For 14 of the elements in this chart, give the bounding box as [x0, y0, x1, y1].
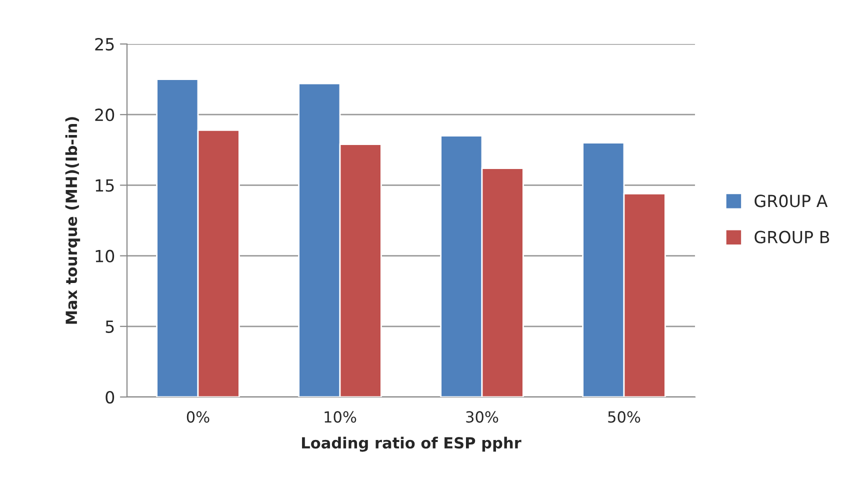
- x-tick-label: 30%: [466, 411, 498, 423]
- y-tick-label: 20: [95, 108, 114, 122]
- y-tick-label: 10: [96, 250, 114, 262]
- y-tick-label: 25: [95, 38, 114, 51]
- x-axis-title: Loading ratio of ESP pphr: [302, 436, 522, 452]
- x-tick-label: 0%: [186, 411, 210, 423]
- legend-label: GROUP B: [754, 230, 830, 244]
- x-tick-label: 10%: [324, 411, 356, 423]
- y-tick-label: 0: [106, 390, 114, 404]
- y-tick-label: 15: [96, 179, 114, 192]
- x-tick-label: 50%: [608, 411, 640, 423]
- y-axis-title: Max tourque (MH)(Ib-in): [65, 117, 80, 324]
- legend-label: GR0UP A: [754, 194, 828, 208]
- y-tick-label: 5: [106, 320, 114, 333]
